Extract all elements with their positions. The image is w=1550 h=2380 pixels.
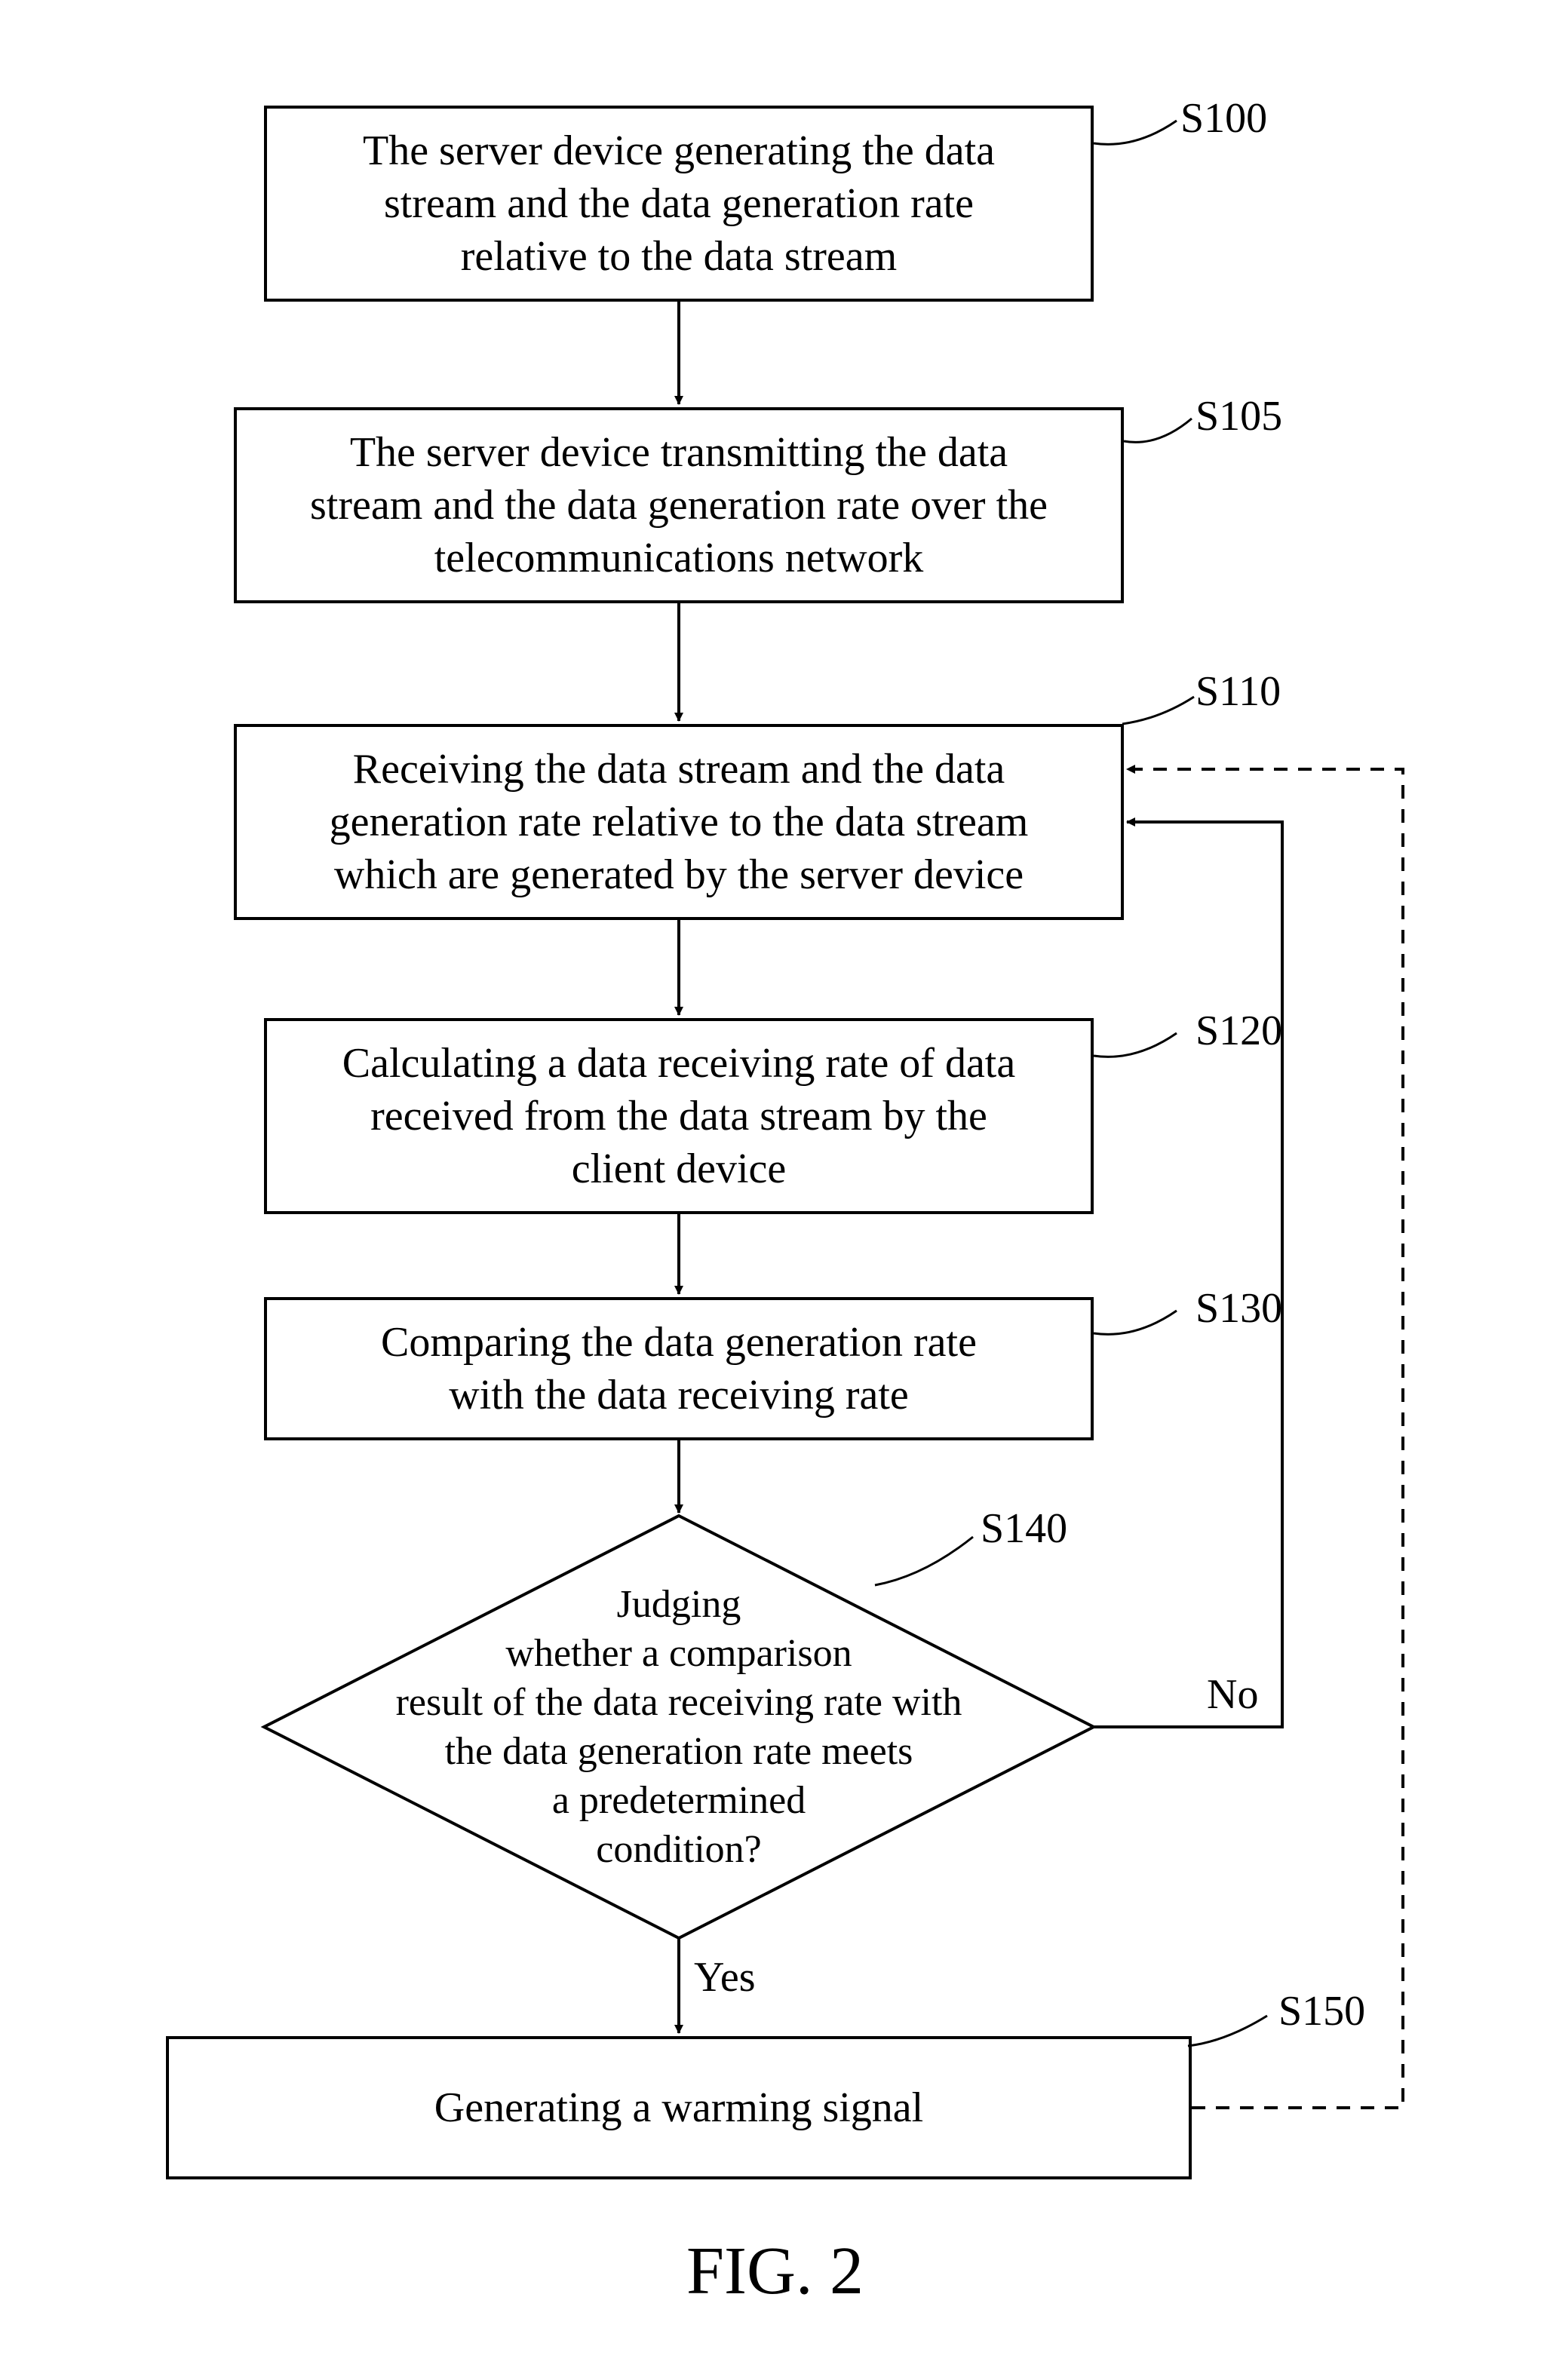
step-s140-diamond: Judgingwhether a comparisonresult of the… <box>264 1516 1094 1938</box>
step-s120-box: Calculating a data receiving rate of dat… <box>264 1018 1094 1214</box>
step-s150-text: Generating a warming signal <box>434 2081 923 2134</box>
label-s130: S130 <box>1195 1284 1282 1333</box>
step-s110-box: Receiving the data stream and the datage… <box>234 724 1124 920</box>
step-s120-text: Calculating a data receiving rate of dat… <box>342 1037 1015 1195</box>
label-s150: S150 <box>1278 1987 1365 2035</box>
step-s140-text: Judgingwhether a comparisonresult of the… <box>264 1580 1094 1874</box>
step-s130-text: Comparing the data generation ratewith t… <box>381 1316 977 1422</box>
label-s140: S140 <box>981 1504 1067 1553</box>
step-s110-text: Receiving the data stream and the datage… <box>330 743 1029 901</box>
label-s110: S110 <box>1195 667 1281 716</box>
step-s105-text: The server device transmitting the datas… <box>310 426 1048 584</box>
figure-caption: FIG. 2 <box>686 2232 864 2310</box>
step-s130-box: Comparing the data generation ratewith t… <box>264 1297 1094 1440</box>
flowchart-figure: The server device generating the datastr… <box>0 0 1550 2380</box>
step-s100-box: The server device generating the datastr… <box>264 106 1094 302</box>
label-s105: S105 <box>1195 392 1282 440</box>
edge-label-no: No <box>1207 1670 1258 1719</box>
step-s105-box: The server device transmitting the datas… <box>234 407 1124 603</box>
label-s100: S100 <box>1180 94 1267 143</box>
edge-label-yes: Yes <box>694 1953 755 2001</box>
label-s120: S120 <box>1195 1007 1282 1055</box>
step-s100-text: The server device generating the datastr… <box>363 124 995 283</box>
edge-s150-s110-dashed <box>1127 769 1403 2108</box>
edge-s140-s110-no <box>1094 822 1282 1727</box>
step-s150-box: Generating a warming signal <box>166 2036 1192 2179</box>
